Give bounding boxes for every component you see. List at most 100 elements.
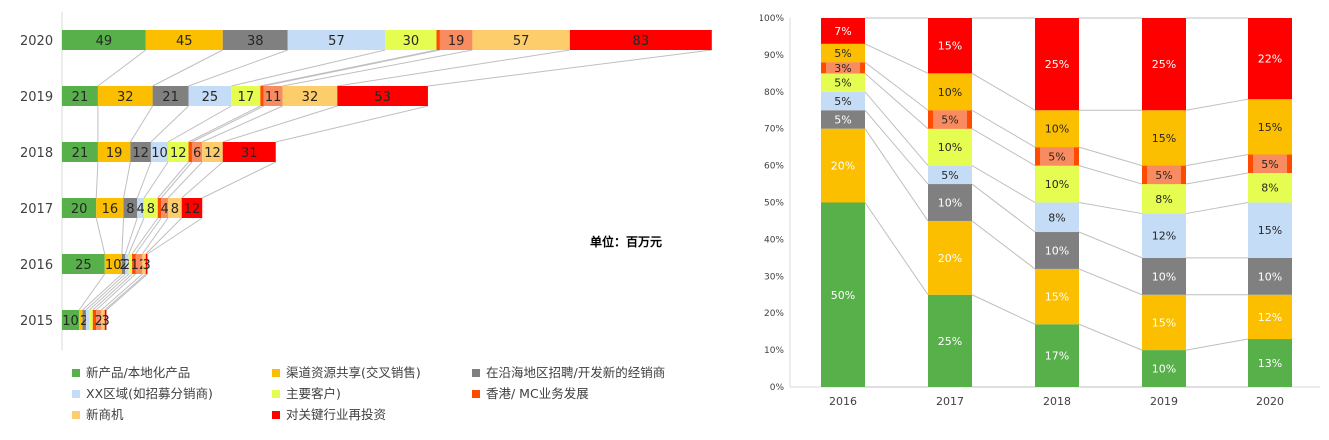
connector-line bbox=[101, 273, 143, 311]
connector-line bbox=[971, 220, 1036, 270]
bar-segment bbox=[181, 198, 203, 218]
connector-line bbox=[864, 202, 929, 296]
legend-label: 渠道资源共享(交叉销售) bbox=[286, 365, 421, 380]
bar-segment bbox=[1142, 110, 1186, 166]
connector-line bbox=[1185, 172, 1249, 185]
connector-line bbox=[202, 161, 276, 199]
connector-line bbox=[282, 49, 473, 87]
connector-line bbox=[275, 105, 429, 143]
connector-line bbox=[1078, 165, 1143, 185]
bar-segment bbox=[191, 142, 203, 162]
data-label: 3% bbox=[834, 62, 851, 75]
connector-line bbox=[131, 217, 159, 255]
bar-segment bbox=[145, 254, 148, 274]
connector-line bbox=[337, 49, 570, 87]
data-label: 10 bbox=[105, 258, 122, 273]
bar-segment bbox=[436, 30, 440, 50]
bar-segment bbox=[282, 86, 338, 106]
x-tick-label: 2019 bbox=[1150, 395, 1178, 408]
bar-segment bbox=[821, 18, 865, 44]
stacked-percent-chart: 0% 10% 20% 30% 40% 50% 60% 70% 80% 90% 100% 50% 20% 5… bbox=[760, 14, 1320, 408]
y-tick-label: 2017 bbox=[20, 202, 53, 217]
bar-segment bbox=[439, 30, 473, 50]
data-label: 57 bbox=[513, 34, 530, 49]
data-label: 83 bbox=[633, 34, 650, 49]
bar-segment-inner bbox=[1253, 154, 1287, 173]
y-tick-label: 90% bbox=[764, 51, 784, 61]
bar-segment bbox=[569, 30, 712, 50]
connector-line bbox=[1078, 323, 1143, 351]
bar-segment bbox=[96, 310, 102, 330]
bar-segment bbox=[121, 254, 126, 274]
data-label: 20 bbox=[71, 202, 88, 217]
data-label: 15% bbox=[1152, 132, 1176, 145]
legend-item: 渠道资源共享(交叉销售) bbox=[272, 365, 421, 380]
connector-line bbox=[1078, 202, 1143, 215]
y-tick-label: 0% bbox=[770, 383, 785, 393]
connector-line bbox=[1185, 154, 1249, 167]
bar-segment bbox=[152, 86, 189, 106]
y-tick-label: 70% bbox=[764, 125, 784, 135]
bar-segment bbox=[928, 128, 972, 166]
data-label: 12% bbox=[1258, 311, 1282, 324]
bar-segment bbox=[101, 310, 105, 330]
data-label: 25 bbox=[202, 90, 219, 105]
bar-segment bbox=[928, 220, 972, 295]
legend-swatch bbox=[472, 390, 480, 398]
data-label: 5% bbox=[1261, 158, 1278, 171]
bar-segment bbox=[62, 142, 98, 162]
legend-item: 香港/ MC业务发展 bbox=[472, 386, 589, 401]
data-label: 5% bbox=[941, 169, 958, 182]
bar-segment bbox=[144, 198, 158, 218]
legend-swatch bbox=[72, 411, 80, 419]
bar-segment bbox=[928, 73, 972, 111]
data-label: 10% bbox=[1045, 244, 1069, 257]
data-label: 30 bbox=[403, 34, 420, 49]
connector-line bbox=[82, 273, 123, 311]
data-label: 21 bbox=[162, 90, 179, 105]
connector-line bbox=[222, 105, 338, 143]
data-label: 8 bbox=[126, 202, 134, 217]
data-label: 25% bbox=[938, 335, 962, 348]
bar-segment bbox=[132, 254, 136, 274]
connector-line bbox=[160, 161, 193, 199]
bar-segment bbox=[928, 294, 972, 387]
bar-segment bbox=[97, 142, 131, 162]
data-label: 8% bbox=[1048, 211, 1065, 224]
data-label: 10% bbox=[1045, 178, 1069, 191]
data-label: 5% bbox=[834, 113, 851, 126]
bar-segment bbox=[1035, 324, 1079, 387]
bar-segment bbox=[62, 254, 105, 274]
legend-swatch bbox=[72, 390, 80, 398]
bar-segment bbox=[62, 310, 80, 330]
data-label: 5% bbox=[834, 47, 851, 60]
connector-line bbox=[85, 273, 126, 311]
data-label: 8% bbox=[1155, 193, 1172, 206]
y-tick-label: 20% bbox=[764, 309, 784, 319]
connector-line bbox=[1078, 146, 1143, 167]
legend-item: 新商机 bbox=[72, 407, 124, 422]
legend-label: 对关键行业再投资 bbox=[286, 407, 386, 422]
bar-segment bbox=[1035, 165, 1079, 203]
legend-item: 主要客户) bbox=[272, 386, 341, 401]
legend-label: 香港/ MC业务发展 bbox=[486, 386, 589, 401]
data-label: 15% bbox=[1258, 121, 1282, 134]
data-label: 53 bbox=[374, 90, 391, 105]
bar-segment bbox=[821, 43, 865, 63]
bar-segment bbox=[82, 310, 86, 330]
connector-line bbox=[864, 61, 929, 111]
data-label: 12 bbox=[170, 146, 187, 161]
y-tick-label: 60% bbox=[764, 162, 784, 172]
bar-segment bbox=[188, 86, 232, 106]
data-label: 32 bbox=[117, 90, 134, 105]
data-label: 3 bbox=[143, 258, 151, 273]
connector-line bbox=[97, 49, 147, 87]
connector-line bbox=[167, 161, 203, 199]
data-label: 12 bbox=[132, 146, 149, 161]
x-tick-label: 2018 bbox=[1043, 395, 1071, 408]
bar-segment bbox=[79, 310, 83, 330]
bar-segment bbox=[1248, 202, 1292, 258]
connector-line bbox=[971, 128, 1036, 167]
connector-line bbox=[135, 217, 162, 255]
bar-segment bbox=[260, 86, 264, 106]
